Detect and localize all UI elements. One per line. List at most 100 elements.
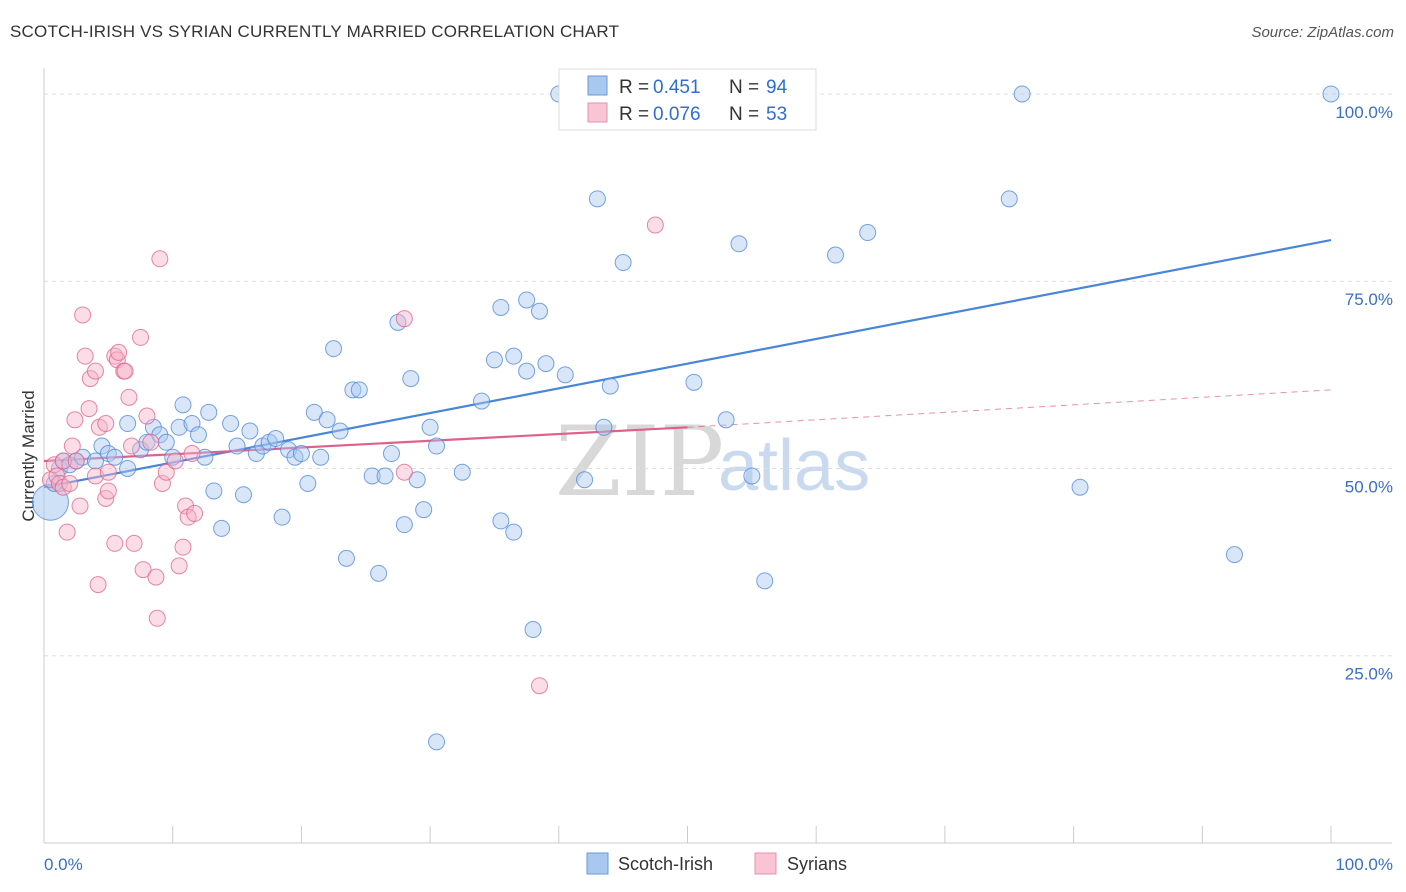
scotch-irish-point — [756, 572, 774, 590]
scotch-irish-point — [325, 340, 343, 358]
scotch-irish-point — [415, 501, 433, 519]
syrians-point — [151, 250, 169, 268]
syrians-point — [63, 437, 81, 455]
scotch-irish-point — [205, 482, 223, 500]
scotch-irish-point — [453, 463, 471, 481]
y-tick-label-0: 25.0% — [1345, 665, 1393, 684]
syrians-point — [54, 452, 72, 470]
scotch-irish-point — [518, 291, 536, 309]
legend-n-value-2: 53 — [766, 104, 787, 125]
scotch-irish-point — [492, 298, 510, 316]
syrians-point — [97, 415, 115, 433]
scotch-irish-point — [421, 418, 439, 436]
bottom-legend: Scotch-Irish Syrians — [586, 852, 847, 875]
syrians-point — [530, 677, 548, 695]
scotch-irish-point — [31, 483, 69, 521]
scotch-irish-point — [200, 403, 218, 421]
scotch-irish-point — [174, 396, 192, 414]
legend-n-label-2: N = — [729, 104, 759, 125]
scotch-irish-point — [86, 452, 104, 470]
scotch-irish-point — [382, 445, 400, 463]
source-label: Source: ZipAtlas.com — [1251, 24, 1394, 41]
chart-title: SCOTCH-IRISH VS SYRIAN CURRENTLY MARRIED… — [10, 22, 620, 41]
syrians-point — [106, 534, 124, 552]
scotch-irish-point — [827, 246, 845, 264]
scotch-irish-point — [518, 362, 536, 380]
scotch-irish-point — [408, 471, 426, 489]
syrians-point — [646, 216, 664, 234]
legend-swatch-scotch-irish — [587, 75, 608, 96]
syrians-point — [76, 347, 94, 365]
syrians-point — [153, 474, 171, 492]
watermark-atlas: atlas — [718, 426, 870, 506]
legend-r-label-2: R = — [619, 104, 649, 125]
scotch-irish-point — [685, 373, 703, 391]
scotch-irish-point — [299, 474, 317, 492]
legend-swatch-syrians — [587, 102, 608, 123]
scotch-irish-point — [273, 508, 291, 526]
syrians-point — [186, 504, 204, 522]
syrians-point — [61, 474, 79, 492]
y-axis-label: Currently Married — [19, 390, 38, 521]
scotch-irish-point — [318, 411, 336, 429]
syrians-point — [166, 452, 184, 470]
scotch-irish-point — [312, 448, 330, 466]
scotch-irish-point — [119, 459, 137, 477]
bottom-legend-label-scotch-irish: Scotch-Irish — [618, 854, 713, 874]
scotch-irish-point — [363, 467, 381, 485]
scotch-irish-point — [228, 437, 246, 455]
scotch-irish-point — [485, 351, 503, 369]
scotch-irish-point — [241, 422, 259, 440]
scotch-irish-point — [492, 512, 510, 530]
syrians-point — [395, 463, 413, 481]
y-ticks: 25.0% 50.0% 75.0% 100.0% — [1335, 103, 1393, 684]
syrians-trend-extension — [687, 389, 1332, 428]
scotch-irish-point — [350, 381, 368, 399]
legend-r-label-1: R = — [619, 77, 649, 98]
syrians-point — [170, 557, 188, 575]
syrians-point — [174, 538, 192, 556]
x-tick-label-max: 100.0% — [1335, 855, 1393, 874]
syrians-point — [132, 328, 150, 346]
scotch-irish-point — [402, 370, 420, 388]
scotch-irish-point — [595, 418, 613, 436]
syrians-point — [45, 456, 63, 474]
syrians-point — [116, 362, 134, 380]
scotch-irish-point — [292, 445, 310, 463]
scotch-irish-point — [370, 564, 388, 582]
y-tick-label-3: 100.0% — [1335, 103, 1393, 122]
scotch-irish-point — [576, 471, 594, 489]
syrians-point — [80, 400, 98, 418]
scotch-irish-point — [196, 448, 214, 466]
scotch-irish-point — [428, 437, 446, 455]
syrians-point — [71, 497, 89, 515]
scotch-irish-point — [234, 486, 252, 504]
legend-n-value-1: 94 — [766, 77, 788, 98]
syrians-point — [86, 467, 104, 485]
points — [31, 85, 1340, 751]
scotch-irish-point — [505, 347, 523, 365]
syrians-point — [86, 362, 104, 380]
scotch-irish-point — [267, 430, 285, 448]
syrians-point — [67, 452, 85, 470]
syrians-point — [134, 561, 152, 579]
scotch-irish-point — [213, 519, 231, 537]
syrians-point — [66, 411, 84, 429]
syrians-point — [99, 463, 117, 481]
scotch-irish-point — [1013, 85, 1031, 103]
scotch-irish-point — [524, 621, 542, 639]
scotch-irish-point — [505, 523, 523, 541]
scotch-irish-point — [588, 190, 606, 208]
syrians-point — [110, 343, 128, 361]
watermark-zip: ZIP — [555, 406, 724, 518]
syrians-point — [183, 445, 201, 463]
legend-r-value-2: 0.076 — [653, 104, 701, 125]
legend-n-label-1: N = — [729, 77, 759, 98]
syrians-point — [99, 482, 117, 500]
y-tick-label-1: 50.0% — [1345, 477, 1393, 496]
scotch-irish-point — [530, 302, 548, 320]
syrians-point — [120, 388, 138, 406]
bottom-legend-swatch-syrians — [754, 852, 777, 875]
syrians-point — [74, 306, 92, 324]
scotch-irish-point — [376, 467, 394, 485]
